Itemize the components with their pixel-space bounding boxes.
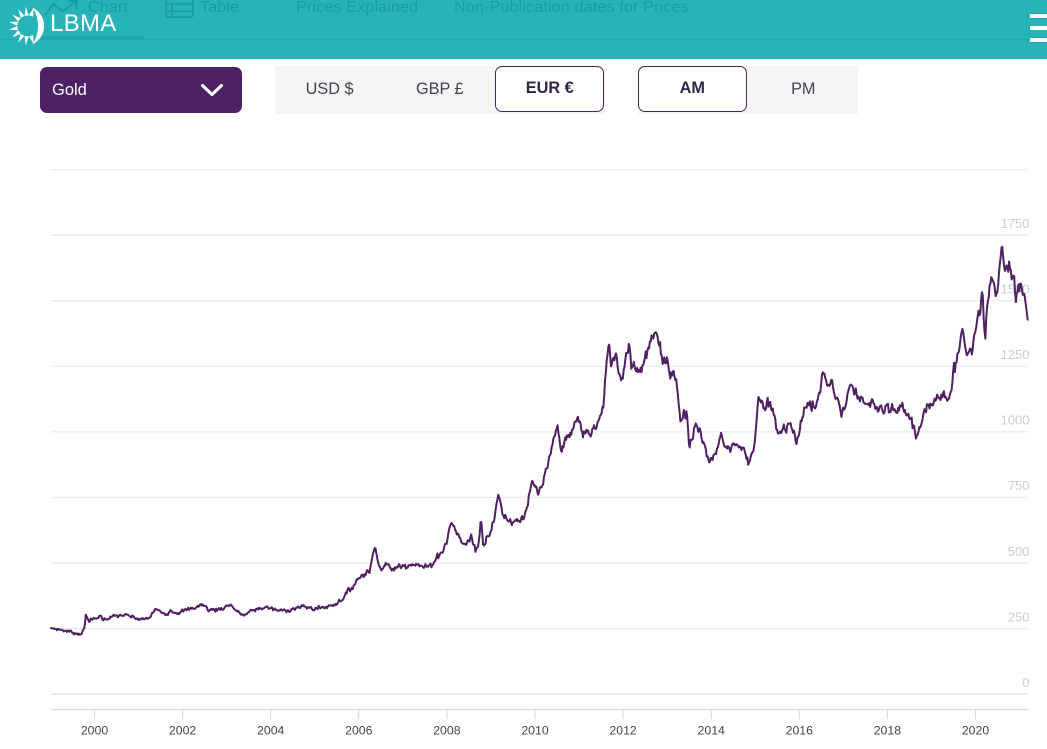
svg-text:2008: 2008 — [433, 723, 461, 737]
svg-text:750: 750 — [1008, 478, 1030, 493]
svg-text:2016: 2016 — [786, 723, 814, 737]
svg-text:1250: 1250 — [1001, 347, 1030, 362]
svg-text:2006: 2006 — [345, 723, 373, 737]
svg-text:0: 0 — [1022, 675, 1029, 690]
svg-text:2020: 2020 — [962, 723, 990, 737]
svg-text:2012: 2012 — [609, 723, 637, 737]
svg-text:2018: 2018 — [874, 723, 902, 737]
svg-text:2002: 2002 — [169, 723, 197, 737]
svg-text:2004: 2004 — [257, 723, 285, 737]
svg-text:1750: 1750 — [1001, 216, 1030, 231]
svg-text:250: 250 — [1008, 609, 1030, 624]
svg-text:2014: 2014 — [698, 723, 726, 737]
svg-text:2010: 2010 — [521, 723, 549, 737]
svg-text:1000: 1000 — [1001, 413, 1030, 428]
svg-text:500: 500 — [1008, 544, 1030, 559]
svg-text:2000: 2000 — [81, 723, 109, 737]
